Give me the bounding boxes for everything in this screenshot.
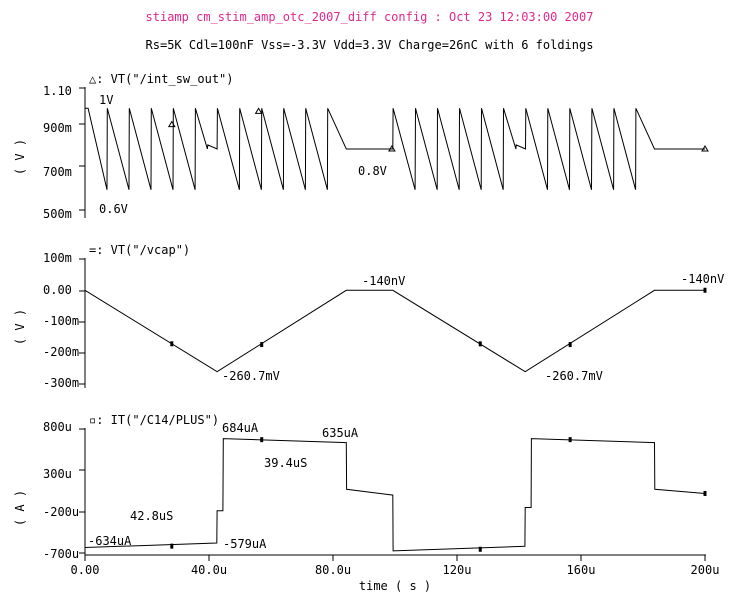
- annotation-260mv-2: -260.7mV: [545, 369, 603, 383]
- annotation-140nv-1: -140nV: [362, 274, 405, 288]
- annotation-684ua: 684uA: [222, 421, 259, 435]
- y-tick-label: 0.00: [43, 283, 72, 297]
- y-tick-label: 1.10: [43, 84, 72, 98]
- panel-c14-plus: ▫: IT("/C14/PLUS") ( A ) 800u 300u -200u…: [13, 413, 719, 593]
- annotation-579ua: -579uA: [223, 537, 267, 551]
- x-tick-label: 40.0u: [191, 563, 227, 577]
- trace-vcap: [84, 289, 705, 373]
- trace-marker: [703, 490, 707, 496]
- trace-label-int-sw-out: △: VT("/int_sw_out"): [89, 72, 234, 86]
- trace-marker: [568, 342, 572, 348]
- annotation-635ua: 635uA: [322, 426, 359, 440]
- panel-int-sw-out: △: VT("/int_sw_out") ( V ) 1.10 900m 700…: [13, 72, 709, 221]
- trace-marker: [254, 107, 263, 114]
- annotation-42-8us: 42.8uS: [130, 509, 173, 523]
- y-tick-label: -200u: [43, 505, 79, 519]
- annotation-0-8v: 0.8V: [358, 164, 387, 178]
- y-tick-label: 500m: [43, 207, 72, 221]
- x-tick-label: 120u: [443, 563, 472, 577]
- trace-c14-plus: [84, 438, 706, 552]
- x-tick-label: 0.00: [71, 563, 100, 577]
- chart-subtitle: Rs=5K Cdl=100nF Vss=-3.3V Vdd=3.3V Charg…: [146, 38, 594, 52]
- y-tick-label: -200m: [43, 345, 79, 359]
- x-axis-label: time ( s ): [359, 579, 431, 593]
- trace-label-vcap: =: VT("/vcap"): [89, 243, 190, 257]
- trace-marker: [170, 543, 174, 549]
- y-tick-label: -100m: [43, 314, 79, 328]
- annotation-260mv-1: -260.7mV: [222, 369, 280, 383]
- trace-marker: [478, 546, 482, 552]
- annotation-140nv-2: -140nV: [681, 272, 724, 286]
- y-tick-label: 800u: [43, 420, 72, 434]
- annotation-39-4us: 39.4uS: [264, 456, 307, 470]
- trace-marker: [260, 342, 264, 348]
- y-tick-label: 100m: [43, 251, 72, 265]
- trace-marker: [703, 287, 707, 293]
- y-tick-label: -300m: [43, 376, 79, 390]
- trace-int-sw-out: [85, 107, 705, 190]
- y-unit-label-2: ( V ): [13, 309, 27, 345]
- annotation-0-6v: 0.6V: [99, 202, 128, 216]
- annotation-1v: 1V: [99, 93, 113, 107]
- trace-label-c14-plus: ▫: IT("/C14/PLUS"): [89, 413, 219, 427]
- trace-marker: [568, 437, 572, 443]
- annotation-634ua: -634uA: [88, 534, 132, 548]
- trace-marker: [478, 341, 482, 347]
- x-tick-label: 160u: [567, 563, 596, 577]
- chart-title: stiamp cm_stim_amp_otc_2007_diff config …: [146, 10, 594, 24]
- trace-marker: [701, 145, 709, 152]
- trace-marker: [170, 341, 174, 347]
- y-unit-label-1: ( V ): [13, 139, 27, 175]
- x-tick-label: 80.0u: [315, 563, 351, 577]
- y-unit-label-3: ( A ): [13, 490, 27, 526]
- trace-marker: [167, 120, 176, 128]
- y-tick-label: 300u: [43, 467, 72, 481]
- y-tick-label: -700u: [43, 547, 79, 561]
- trace-marker: [388, 145, 396, 152]
- trace-marker: [260, 437, 264, 443]
- x-tick-label: 200u: [691, 563, 720, 577]
- panel-vcap: =: VT("/vcap") ( V ) 100m 0.00 -100m -20…: [13, 243, 724, 390]
- y-tick-label: 700m: [43, 165, 72, 179]
- y-tick-label: 900m: [43, 121, 72, 135]
